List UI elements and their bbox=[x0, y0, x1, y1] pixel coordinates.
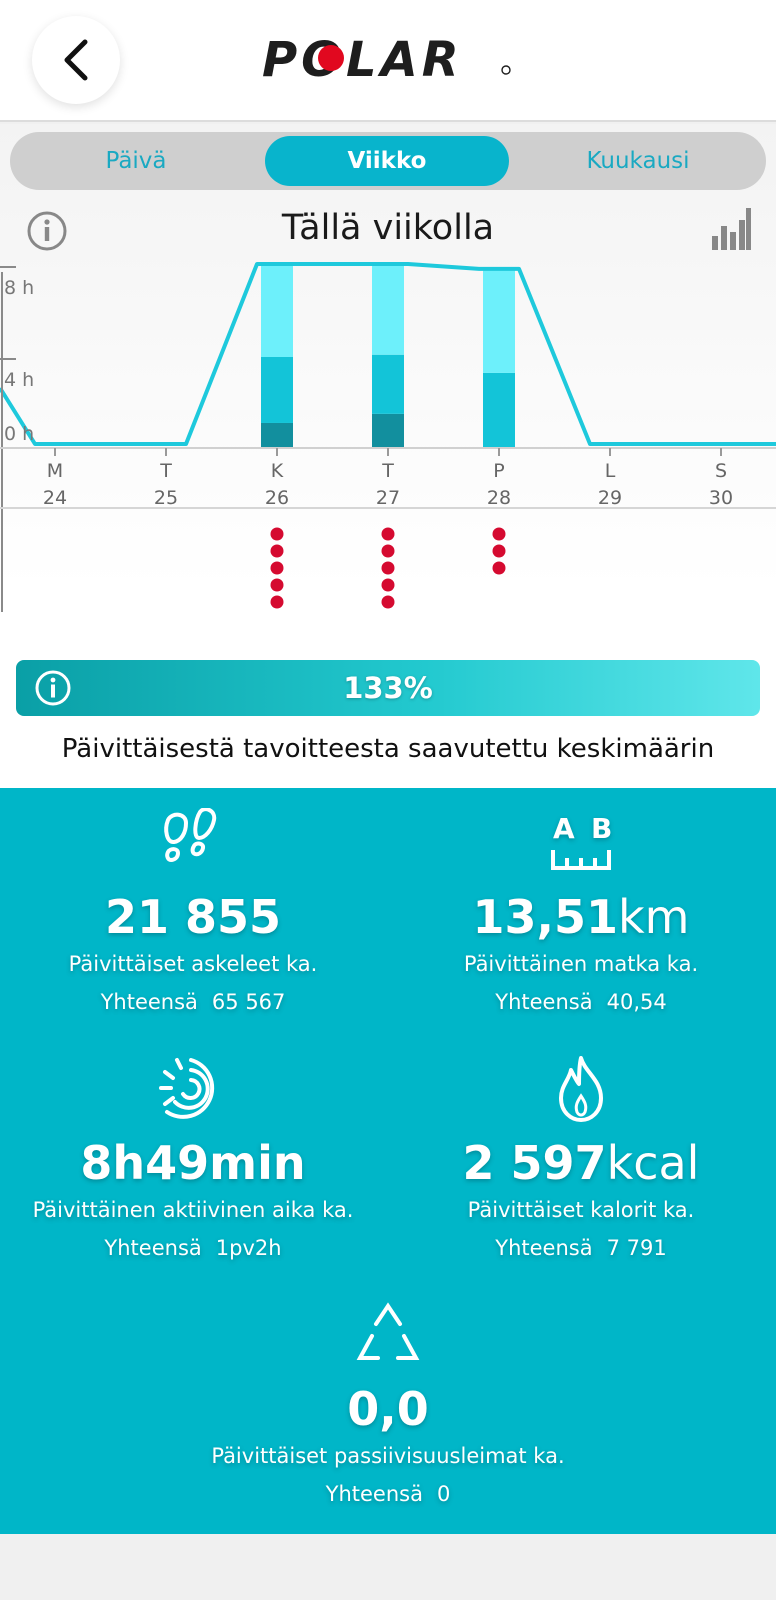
distance-unit: km bbox=[618, 890, 690, 944]
day-letter-label: L bbox=[605, 460, 616, 482]
active-time-icon bbox=[159, 1058, 215, 1119]
day-letter-label: T bbox=[159, 460, 172, 482]
calories-total-label: Yhteensä bbox=[495, 1236, 593, 1260]
day-date-label: 29 bbox=[598, 487, 622, 509]
day-date-label: 28 bbox=[487, 487, 511, 509]
stat-active-time: 8h49min Päivittäinen aktiivinen aika ka.… bbox=[20, 1054, 366, 1262]
day-date-label: 26 bbox=[265, 487, 289, 509]
calories-label: Päivittäiset kalorit ka. bbox=[467, 1198, 695, 1222]
inactivity-dot bbox=[381, 527, 395, 541]
y-tick-label: 4 h bbox=[4, 369, 34, 391]
inactivity-label: Päivittäiset passiivisuusleimat ka. bbox=[211, 1444, 565, 1468]
weekly-activity-chart: 8 h 4 h 0 h M 24 T 25 K 26 T 27 P 28 L 29 S 30 bbox=[0, 262, 776, 612]
active-time-label: Päivittäinen aktiivinen aika ka. bbox=[32, 1198, 354, 1222]
distance-value: 13,51 bbox=[472, 890, 619, 944]
tab-day[interactable]: Päivä bbox=[105, 148, 167, 174]
inactivity-dot bbox=[381, 595, 395, 609]
inactivity-value: 0,0 bbox=[347, 1382, 429, 1436]
svg-text:POLAR: POLAR bbox=[262, 34, 463, 86]
day-letter-label: T bbox=[381, 460, 394, 482]
distance-ab-icon: A B bbox=[551, 812, 612, 870]
active-time-value: 8h49min bbox=[80, 1136, 306, 1190]
active-time-total-value: 1pv2h bbox=[215, 1236, 282, 1260]
calories-value: 2 597 bbox=[462, 1136, 607, 1190]
activity-bar-segment bbox=[483, 372, 515, 448]
goal-caption: Päivittäisestä tavoitteesta saavutettu k… bbox=[61, 734, 715, 764]
inactivity-dot bbox=[381, 561, 395, 575]
inactivity-triangle-icon bbox=[356, 1302, 420, 1360]
logo-red-dot bbox=[318, 45, 344, 71]
calories-total-value: 7 791 bbox=[606, 1236, 667, 1260]
active-time-total-label: Yhteensä bbox=[104, 1236, 202, 1260]
week-title: Tällä viikolla bbox=[281, 208, 495, 248]
inactivity-dot bbox=[381, 578, 395, 592]
inactivity-dot bbox=[270, 544, 284, 558]
activity-bar-segment bbox=[261, 357, 293, 423]
inactivity-dot bbox=[381, 544, 395, 558]
info-icon[interactable] bbox=[26, 210, 68, 252]
day-date-label: 30 bbox=[709, 487, 733, 509]
bar-chart-icon[interactable] bbox=[710, 208, 752, 252]
svg-text:A: A bbox=[553, 812, 575, 845]
day-date-label: 24 bbox=[43, 487, 67, 509]
calories-unit: kcal bbox=[606, 1136, 700, 1190]
activity-bar-segment bbox=[483, 270, 515, 373]
distance-total-label: Yhteensä bbox=[495, 990, 593, 1014]
distance-total-value: 40,54 bbox=[606, 990, 667, 1014]
steps-total-label: Yhteensä bbox=[100, 990, 198, 1014]
activity-bar-segment bbox=[261, 264, 293, 357]
inactivity-total-value: 0 bbox=[436, 1482, 451, 1506]
tab-week[interactable]: Viikko bbox=[265, 136, 509, 186]
inactivity-dot bbox=[492, 561, 506, 575]
activity-bar-segment bbox=[372, 413, 404, 448]
stat-distance: A B 13,51km Päivittäinen matka ka. Yhtee… bbox=[408, 808, 754, 1016]
top-bar: POLAR bbox=[0, 0, 776, 122]
polar-logo: POLAR bbox=[262, 34, 511, 86]
info-icon[interactable] bbox=[34, 669, 72, 707]
steps-label: Päivittäiset askeleet ka. bbox=[68, 952, 318, 976]
day-letter-label: K bbox=[271, 460, 284, 482]
inactivity-dot bbox=[270, 578, 284, 592]
chevron-left-icon bbox=[64, 39, 88, 81]
y-tick-label: 0 h bbox=[4, 423, 34, 445]
activity-bar-segment bbox=[372, 354, 404, 414]
stat-inactivity: 0,0 Päivittäiset passiivisuusleimat ka. … bbox=[150, 1300, 626, 1508]
flame-icon bbox=[559, 1056, 603, 1122]
back-button[interactable] bbox=[32, 16, 120, 104]
inactivity-dot bbox=[492, 544, 506, 558]
inactivity-total-label: Yhteensä bbox=[325, 1482, 423, 1506]
stat-steps: 21 855 Päivittäiset askeleet ka. Yhteens… bbox=[20, 808, 366, 1016]
inactivity-dot bbox=[270, 527, 284, 541]
steps-total-value: 65 567 bbox=[211, 990, 286, 1014]
goal-percentage: 133% bbox=[343, 671, 433, 705]
inactivity-dot bbox=[492, 527, 506, 541]
day-date-label: 27 bbox=[376, 487, 400, 509]
footprints-icon bbox=[164, 808, 217, 862]
period-tabs: Päivä Viikko Kuukausi bbox=[10, 132, 766, 190]
activity-bar-segment bbox=[372, 264, 404, 355]
stat-calories: 2 597kcal Päivittäiset kalorit ka. Yhtee… bbox=[408, 1054, 754, 1262]
tab-month[interactable]: Kuukausi bbox=[586, 148, 690, 174]
day-date-label: 25 bbox=[154, 487, 178, 509]
y-tick-label: 8 h bbox=[4, 277, 34, 299]
day-letter-label: M bbox=[47, 460, 63, 482]
stats-panel: 21 855 Päivittäiset askeleet ka. Yhteens… bbox=[0, 788, 776, 1534]
day-letter-label: S bbox=[715, 460, 727, 482]
svg-text:B: B bbox=[591, 812, 612, 845]
distance-label: Päivittäinen matka ka. bbox=[463, 952, 699, 976]
bottom-strip bbox=[0, 1534, 776, 1600]
goal-progress-bar: 133% bbox=[16, 660, 760, 716]
activity-line bbox=[0, 262, 776, 446]
inactivity-dot bbox=[270, 595, 284, 609]
activity-bar-segment bbox=[261, 422, 293, 448]
steps-value: 21 855 bbox=[104, 890, 282, 944]
inactivity-dot bbox=[270, 561, 284, 575]
day-letter-label: P bbox=[493, 460, 504, 482]
